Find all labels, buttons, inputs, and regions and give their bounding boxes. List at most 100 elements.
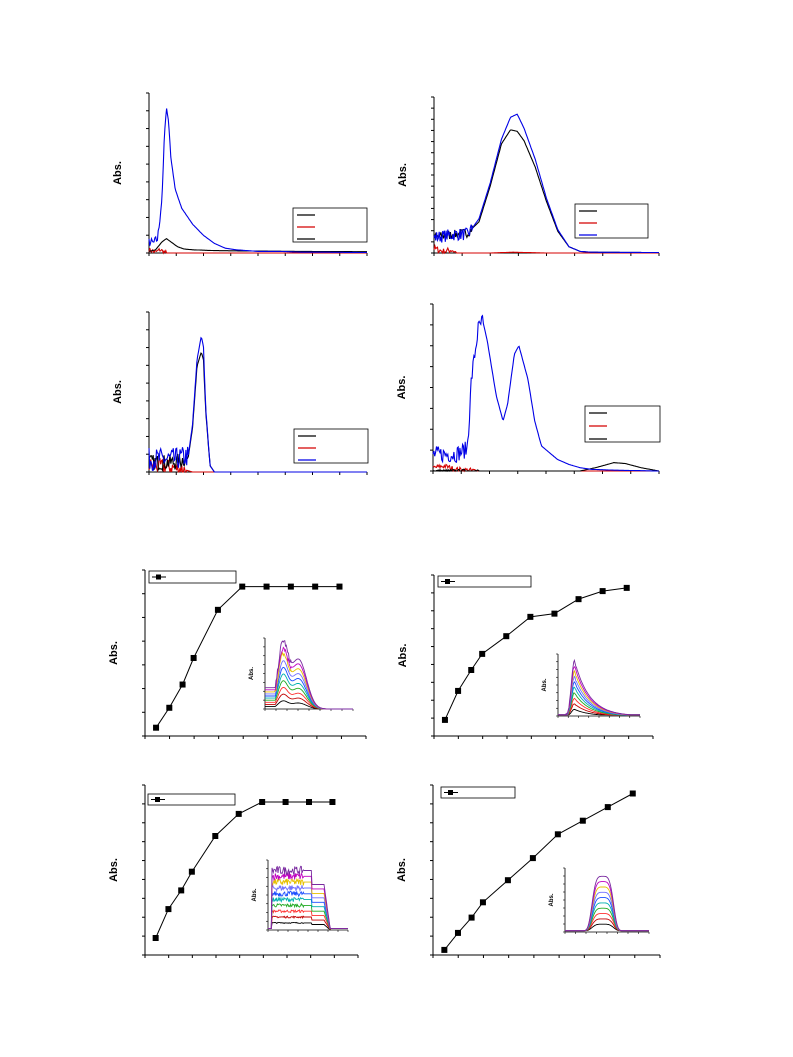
legend-box <box>584 405 661 443</box>
inset-series-line <box>558 658 640 716</box>
y-axis-label: Abs. <box>397 163 409 187</box>
data-point <box>179 681 186 688</box>
data-point <box>441 946 448 953</box>
data-point <box>479 650 486 657</box>
series-line <box>444 587 627 721</box>
inset-y-axis-label: Abs. <box>252 888 258 901</box>
legend-box <box>292 207 368 243</box>
data-point <box>235 810 242 817</box>
legend-box <box>148 570 237 584</box>
series-line <box>432 462 660 472</box>
chart-spectrum-b: Abs. <box>397 96 660 256</box>
data-point <box>527 613 534 620</box>
data-point <box>188 868 195 875</box>
inset-series-line <box>268 909 348 930</box>
inset-chart: Abs. <box>252 859 349 932</box>
legend-marker <box>156 574 161 580</box>
series-line <box>433 113 659 254</box>
data-point <box>152 935 159 941</box>
y-axis-label: Abs. <box>112 161 124 185</box>
data-point <box>441 716 448 723</box>
data-point <box>312 583 319 590</box>
chart-spectrum-d: Abs. <box>396 303 661 474</box>
data-point <box>166 704 173 711</box>
inset-series-line <box>565 913 649 932</box>
data-point <box>165 906 172 913</box>
y-axis-label: Abs. <box>112 380 124 404</box>
legend-box <box>440 786 516 799</box>
data-point <box>479 899 486 906</box>
inset-chart: Abs. <box>549 867 650 934</box>
data-point <box>604 804 611 811</box>
chart-spectrum-a: Abs. <box>112 92 368 256</box>
legend-marker <box>155 797 160 802</box>
inset-y-axis-label: Abs. <box>249 667 255 680</box>
data-point <box>554 831 561 838</box>
y-axis-label: Abs. <box>397 644 409 668</box>
series-line <box>432 314 659 472</box>
y-axis-label: Abs. <box>108 858 120 882</box>
data-point <box>336 583 343 590</box>
data-point <box>623 584 630 591</box>
inset-series-line <box>565 918 649 932</box>
data-point <box>529 855 536 862</box>
legend-marker <box>445 579 450 584</box>
inset-series-line <box>268 865 348 930</box>
chart-spectrum-c: Abs. <box>112 311 369 475</box>
series-line <box>148 247 367 255</box>
data-point <box>239 583 246 590</box>
series-line <box>444 793 634 951</box>
legend-box <box>293 428 369 464</box>
data-point <box>551 610 558 617</box>
inset-y-axis-label: Abs. <box>542 678 548 691</box>
legend-box <box>437 575 532 588</box>
inset-series-line <box>565 881 649 932</box>
data-point <box>190 654 197 661</box>
series-line <box>433 243 659 255</box>
data-point <box>287 583 294 590</box>
data-point <box>306 799 313 805</box>
legend-box <box>574 203 649 239</box>
chart-titration-g: Abs. Abs. <box>108 784 359 958</box>
data-point <box>214 606 221 613</box>
inset-series-line <box>265 640 353 710</box>
data-point <box>503 633 510 640</box>
data-point <box>259 799 266 805</box>
inset-series-line <box>565 875 649 932</box>
y-axis-label: Abs. <box>108 641 120 665</box>
inset-series-line <box>268 896 348 930</box>
data-point <box>178 887 185 894</box>
data-point <box>468 914 475 921</box>
inset-series-line <box>565 923 649 932</box>
inset-series-line <box>565 902 649 932</box>
data-point <box>504 877 511 884</box>
data-point <box>153 724 160 731</box>
inset-series-line <box>268 877 348 930</box>
chart-titration-f: Abs. Abs. <box>397 574 654 739</box>
series-line <box>155 801 333 939</box>
data-point <box>579 817 586 824</box>
chart-titration-h: Abs. Abs. <box>396 784 661 958</box>
inset-chart: Abs. <box>249 637 354 711</box>
chart-titration-e: Abs. Abs. <box>108 569 367 739</box>
inset-series-line <box>268 902 348 930</box>
legend-marker <box>448 790 453 795</box>
data-point <box>282 799 289 805</box>
y-axis-label: Abs. <box>396 376 408 400</box>
data-point <box>629 790 636 797</box>
data-point <box>468 666 475 673</box>
data-point <box>599 588 606 595</box>
data-point <box>329 799 336 805</box>
data-point <box>212 833 219 839</box>
data-point <box>454 929 461 936</box>
series-line <box>148 336 367 473</box>
data-point <box>575 596 582 603</box>
legend-box <box>147 793 236 806</box>
series-line <box>148 108 367 254</box>
inset-y-axis-label: Abs. <box>549 893 555 906</box>
y-axis-label: Abs. <box>396 858 408 882</box>
inset-chart: Abs. <box>542 653 641 718</box>
data-point <box>455 687 462 694</box>
data-point <box>263 583 270 590</box>
